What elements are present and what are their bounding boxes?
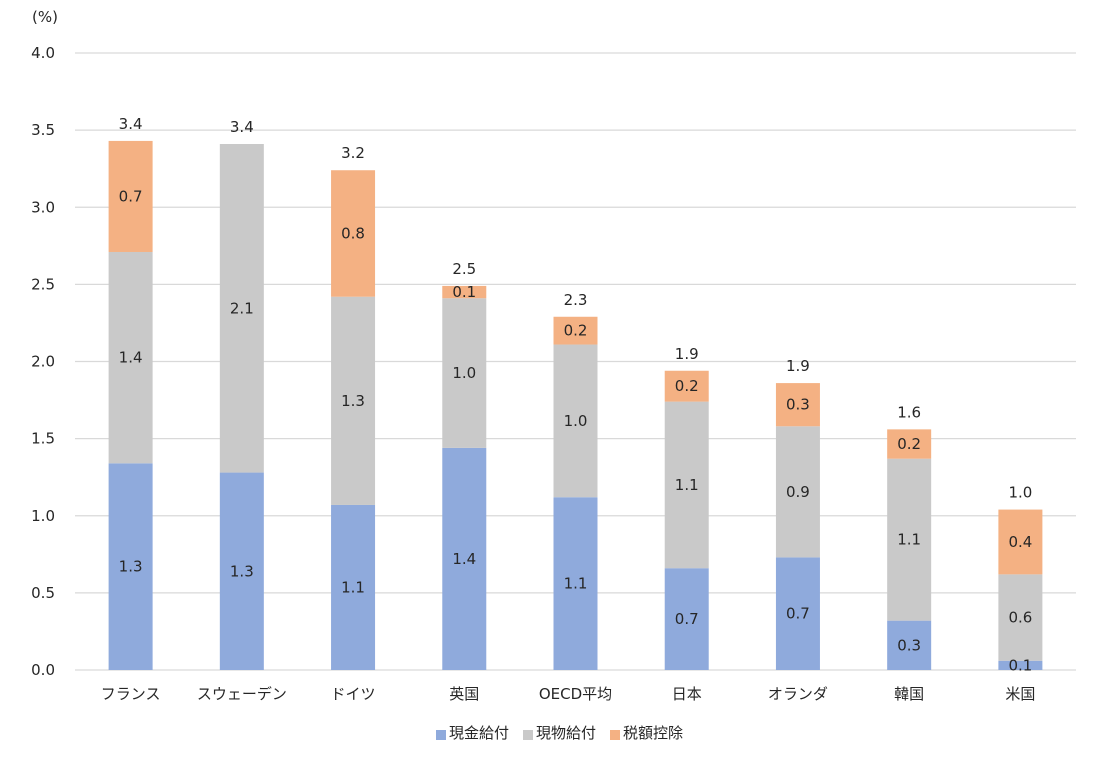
legend-item-cash: 現金給付	[435, 722, 509, 743]
data-label: 0.2	[675, 377, 699, 395]
data-label: 0.2	[897, 435, 921, 453]
data-label: 0.1	[452, 283, 476, 301]
bar-segment-in-kind	[219, 144, 264, 473]
data-label: 1.1	[675, 476, 699, 494]
total-label: 1.9	[786, 357, 810, 375]
total-label: 3.4	[230, 118, 254, 136]
bar-segment-in-kind	[887, 458, 932, 621]
y-tick-label: 4.0	[31, 44, 55, 62]
data-label: 0.7	[786, 605, 810, 623]
y-tick-label: 0.0	[31, 661, 55, 679]
data-label: 1.3	[341, 392, 365, 410]
bar-segment-in-kind	[442, 298, 487, 448]
bar-segment-cash	[887, 620, 932, 670]
bar-segment-tax-credit	[331, 170, 376, 297]
legend-swatch-in-kind	[522, 729, 533, 740]
y-tick-label: 0.5	[31, 584, 55, 602]
total-label: 1.0	[1008, 484, 1032, 502]
x-axis-ticks: フランス スウェーデン ドイツ 英国 OECD平均 日本 オランダ 韓国 米国	[101, 685, 1036, 703]
data-label: 1.0	[564, 412, 588, 430]
data-label: 0.4	[1008, 533, 1032, 551]
bar-segment-cash	[442, 447, 487, 670]
x-tick-label: フランス	[101, 685, 161, 703]
x-tick-label: 米国	[1005, 685, 1035, 703]
legend-item-in-kind: 現物給付	[522, 722, 596, 743]
x-tick-label: 日本	[672, 685, 702, 703]
data-label: 0.7	[119, 187, 143, 205]
bar-segment-in-kind	[108, 251, 153, 464]
data-labels: 1.3 1.4 0.7 3.4 1.3 2.1 3.4 1.1 1.3 0.8 3.2 1.4 1.0 0…	[119, 115, 1033, 674]
data-label: 0.3	[786, 396, 810, 414]
y-axis-ticks: 0.0 0.5 1.0 1.5 2.0 2.5 3.0 3.5 4.0	[31, 44, 55, 679]
data-label: 1.3	[119, 558, 143, 576]
x-tick-label: 韓国	[894, 685, 924, 703]
bars	[108, 140, 1043, 670]
legend-label-tax-credit: 税額控除	[623, 724, 684, 742]
x-tick-label: スウェーデン	[197, 685, 287, 703]
y-tick-label: 3.0	[31, 198, 55, 216]
total-label: 1.6	[897, 403, 921, 421]
data-label: 0.1	[1008, 656, 1032, 674]
legend: 現金給付 現物給付 税額控除	[0, 722, 1119, 743]
y-tick-label: 2.5	[31, 275, 55, 293]
bar-segment-tax-credit	[887, 429, 932, 459]
legend-label-cash: 現金給付	[448, 724, 509, 742]
data-label: 0.7	[675, 610, 699, 628]
y-tick-label: 2.0	[31, 353, 55, 371]
bar-segment-cash	[553, 497, 598, 670]
data-label: 1.4	[119, 349, 143, 367]
data-label: 1.1	[897, 531, 921, 549]
x-tick-label: 英国	[449, 685, 479, 703]
bar-segment-tax-credit	[664, 370, 709, 402]
data-label: 0.9	[786, 483, 810, 501]
bar-segment-in-kind	[331, 296, 376, 505]
data-label: 1.1	[341, 578, 365, 596]
legend-label-in-kind: 現物給付	[535, 724, 596, 742]
bar-segment-tax-credit	[553, 316, 598, 345]
legend-swatch-tax-credit	[610, 729, 620, 740]
y-axis-unit-label: (%)	[32, 8, 58, 26]
bar-segment-in-kind	[775, 426, 820, 558]
total-label: 2.5	[452, 260, 476, 278]
data-label: 1.4	[452, 550, 476, 568]
y-tick-label: 3.5	[31, 121, 55, 139]
data-label: 0.2	[564, 322, 588, 340]
bar-segment-cash	[108, 463, 153, 670]
data-label: 0.3	[897, 636, 921, 654]
legend-swatch-cash	[435, 729, 446, 740]
total-label: 1.9	[675, 345, 699, 363]
data-label: 1.0	[452, 364, 476, 382]
bar-segment-in-kind	[664, 401, 709, 569]
data-label: 1.3	[230, 562, 254, 580]
bar-segment-cash	[331, 504, 376, 670]
bar-segment-cash	[219, 472, 264, 670]
total-label: 2.3	[564, 291, 588, 309]
data-label: 1.1	[564, 575, 588, 593]
bar-segment-tax-credit	[775, 383, 820, 427]
bar-segment-cash	[664, 568, 709, 670]
total-label: 3.4	[119, 115, 143, 133]
bar-segment-tax-credit	[442, 285, 487, 299]
bar-segment-cash	[998, 660, 1043, 670]
legend-item-tax-credit: 税額控除	[610, 722, 683, 743]
x-tick-label: OECD平均	[539, 685, 612, 703]
bar-segment-tax-credit	[108, 140, 153, 252]
y-tick-label: 1.0	[31, 507, 55, 525]
bar-segment-cash	[775, 557, 820, 670]
x-tick-label: ドイツ	[331, 685, 376, 703]
bar-segment-in-kind	[998, 574, 1043, 661]
y-tick-label: 1.5	[31, 430, 55, 448]
bar-segment-tax-credit	[998, 509, 1043, 575]
data-label: 0.6	[1008, 609, 1032, 627]
data-label: 2.1	[230, 299, 254, 317]
total-label: 3.2	[341, 144, 365, 162]
x-tick-label: オランダ	[768, 685, 828, 703]
data-label: 0.8	[341, 224, 365, 242]
bar-segment-in-kind	[553, 344, 598, 498]
